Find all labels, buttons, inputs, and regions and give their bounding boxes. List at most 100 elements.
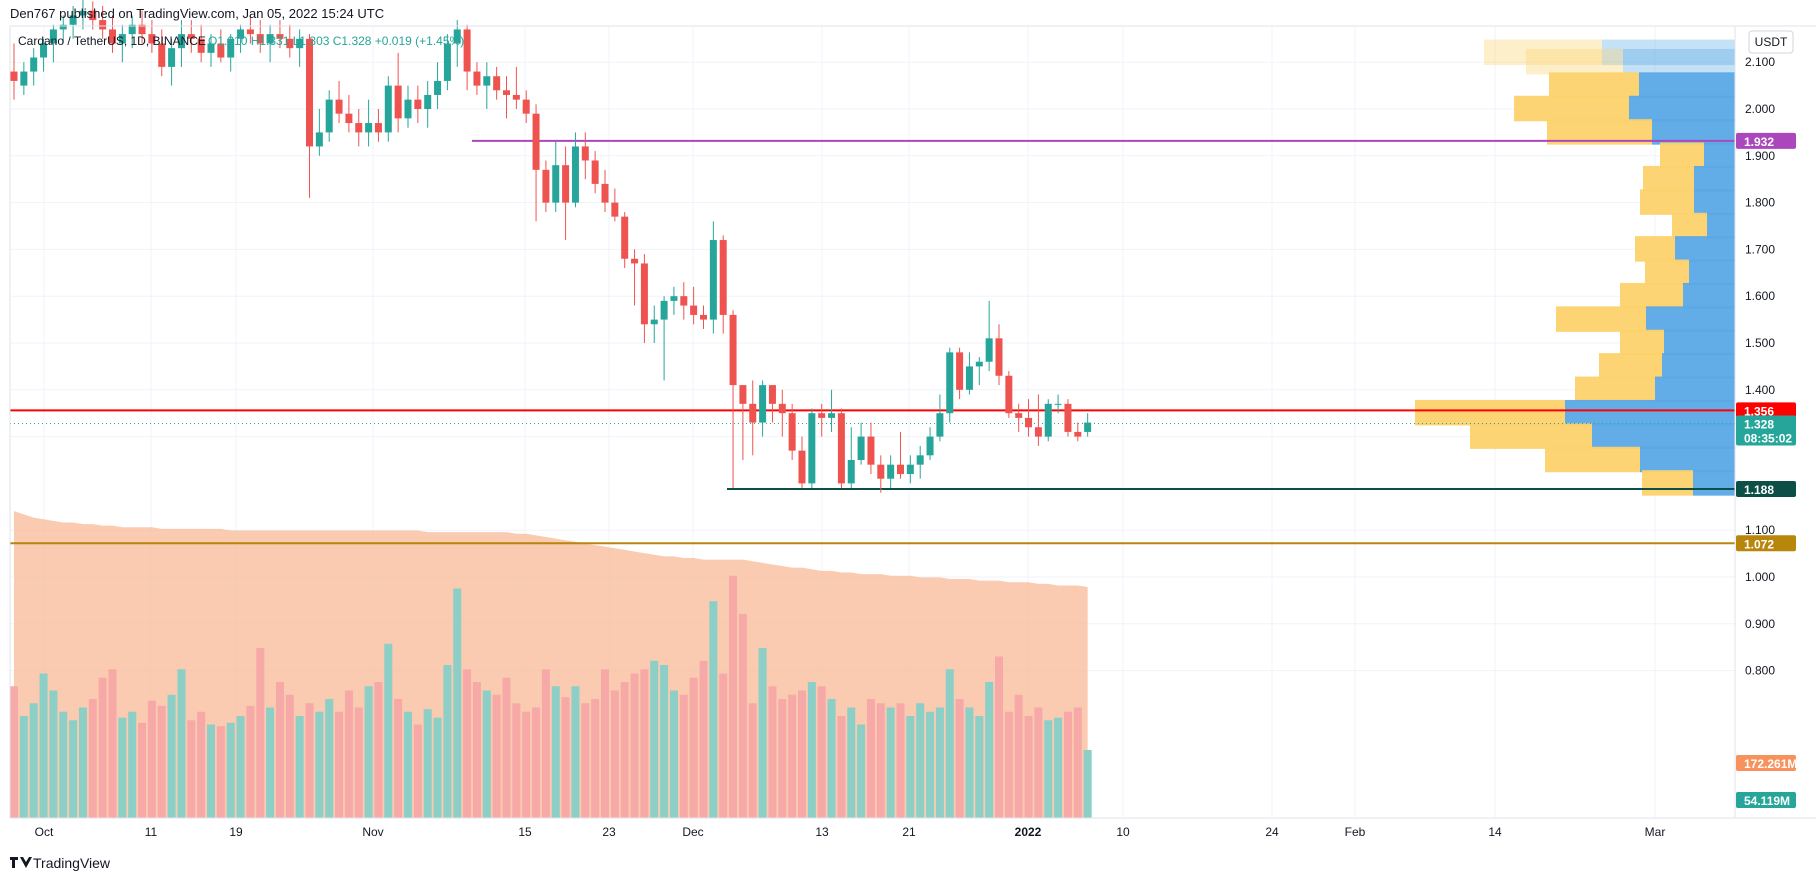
volume-bar <box>197 711 206 818</box>
candle-body <box>729 314 737 386</box>
volume-bar <box>266 707 275 818</box>
volume-bar <box>906 716 915 818</box>
price-tick-label: 1.900 <box>1745 149 1775 163</box>
candle-body <box>315 132 323 147</box>
volume-bar <box>778 699 787 818</box>
candle-body <box>148 34 156 44</box>
volume-bar <box>768 686 777 818</box>
volume-bar <box>837 716 846 818</box>
candle-body <box>365 123 373 133</box>
volume-bar <box>699 660 708 818</box>
volume-profile-sell <box>1623 48 1735 75</box>
volume-bar <box>965 707 974 818</box>
candle-body <box>246 29 254 35</box>
price-axis[interactable]: 2.100 2.000 1.900 1.800 1.700 1.600 1.500 1.400… <box>1745 55 1775 677</box>
volume-bar <box>1054 717 1063 818</box>
candle-body <box>542 169 550 203</box>
time-tick-label: 15 <box>518 825 532 839</box>
volume-bar <box>1083 750 1092 818</box>
tradingview-logo[interactable]: TradingView <box>10 855 111 871</box>
volume-bar <box>620 682 629 818</box>
horizontal-levels[interactable] <box>10 139 1735 545</box>
volume-bar <box>344 690 353 818</box>
candle-body <box>1084 422 1092 432</box>
time-tick-label: 24 <box>1265 825 1279 839</box>
candle-body <box>985 338 993 362</box>
last-price-tag-text: 1.328 <box>1744 417 1774 431</box>
volume-profile-buy <box>1470 423 1592 449</box>
volume-bar <box>571 686 580 818</box>
volume-bar <box>78 707 87 818</box>
volume-ma-tag-text: 172.261M <box>1744 757 1797 771</box>
candle-body <box>434 80 442 95</box>
price-tick-label: 1.100 <box>1745 523 1775 537</box>
volume-bar <box>177 669 186 818</box>
candle-body <box>404 99 412 119</box>
candle-body <box>59 24 67 30</box>
candle-body <box>601 183 609 203</box>
candle-body <box>749 403 757 423</box>
candle-body <box>640 263 648 325</box>
volume-profile-buy <box>1599 353 1662 379</box>
volume-bar <box>679 694 688 818</box>
level-tag <box>1736 132 1796 149</box>
candle-body <box>109 29 116 44</box>
volume-ma-tag <box>1736 755 1796 771</box>
candle-body <box>374 123 382 133</box>
volume-bar <box>246 705 255 818</box>
candle-body <box>30 57 38 72</box>
volume-bar <box>669 690 678 818</box>
volume-bar <box>354 707 363 818</box>
volume-profile-buy <box>1575 376 1655 403</box>
candle-body <box>355 123 363 133</box>
volume-bar <box>157 705 166 818</box>
currency-button[interactable] <box>1748 30 1794 54</box>
volume-bar <box>305 703 314 818</box>
volume-bar <box>916 703 925 818</box>
volume-profile-sell <box>1592 423 1735 449</box>
candle-body <box>857 436 865 460</box>
candle-body <box>946 352 954 414</box>
volume-profile-buy <box>1545 446 1640 473</box>
candle-body <box>325 99 333 133</box>
time-tick-label: 11 <box>145 825 158 839</box>
time-tick-label: 19 <box>229 825 243 839</box>
publisher-line: Den767 published on TradingView.com, Jan… <box>10 6 384 21</box>
volume-bar <box>650 660 659 818</box>
volume-bar <box>108 669 117 818</box>
candle-body <box>847 460 855 484</box>
volume-profile-buy <box>1640 189 1694 215</box>
volume-profile-sell <box>1664 329 1735 356</box>
candle-body <box>709 240 717 320</box>
volume-bar <box>1034 707 1043 818</box>
volume-bars <box>10 575 1092 818</box>
volume-profile-sell <box>1675 236 1735 262</box>
volume-bar <box>847 707 856 818</box>
volume-profile-sell <box>1694 165 1735 192</box>
price-tick-label: 2.000 <box>1745 102 1775 116</box>
volume-bar <box>384 643 393 818</box>
candle-body <box>532 113 540 170</box>
time-axis[interactable]: Oct 11 19 Nov 15 23 Dec 13 21 2022 10 24 Feb 14 Mar <box>35 825 1666 839</box>
symbol-legend[interactable]: Cardano / TetherUS, 1D, BINANCE <box>18 34 206 48</box>
volume-bar <box>532 707 541 818</box>
volume-profile-buy <box>1620 329 1664 356</box>
candle-body <box>158 43 166 67</box>
candle-body <box>286 38 294 49</box>
volume-bar <box>758 648 767 818</box>
volume-bar <box>404 711 412 818</box>
candle-body <box>79 10 87 16</box>
time-tick-label: Oct <box>35 825 54 839</box>
level-tag-text: 1.072 <box>1744 537 1774 551</box>
candle-body <box>207 43 215 53</box>
level-tag <box>1736 481 1796 498</box>
volume-bar <box>207 724 215 818</box>
volume-bar <box>98 677 107 818</box>
time-tick-label: 10 <box>1116 825 1130 839</box>
candle-body <box>463 29 471 72</box>
volume-bar <box>561 697 570 818</box>
volume-bar <box>19 716 28 818</box>
level-tag <box>1736 402 1796 419</box>
volume-profile-sell <box>1602 39 1735 66</box>
